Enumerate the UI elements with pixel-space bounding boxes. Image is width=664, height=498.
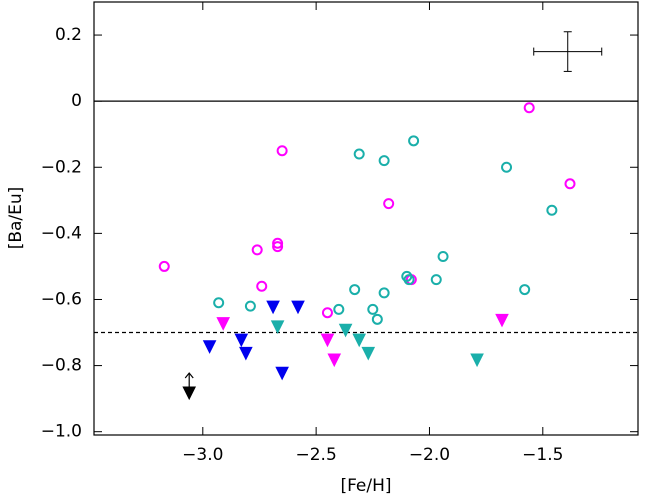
point bbox=[320, 333, 335, 348]
point bbox=[291, 300, 305, 315]
limit-arrow-head bbox=[184, 372, 194, 379]
point bbox=[270, 320, 285, 335]
point bbox=[367, 303, 379, 315]
point bbox=[564, 178, 576, 190]
point bbox=[251, 244, 263, 256]
y-tick-label: −0.4 bbox=[41, 223, 82, 243]
x-axis-label: [Fe/H] bbox=[340, 476, 391, 496]
plot-frame bbox=[93, 1, 639, 436]
point bbox=[519, 284, 531, 296]
point bbox=[408, 135, 420, 147]
y-tick-label: 0.2 bbox=[55, 25, 82, 45]
point bbox=[523, 102, 535, 114]
point bbox=[501, 161, 513, 173]
point bbox=[403, 274, 415, 286]
point bbox=[276, 145, 288, 157]
point bbox=[495, 313, 509, 328]
x-tick-label: −1.5 bbox=[522, 445, 563, 465]
point bbox=[338, 323, 353, 338]
point bbox=[371, 313, 383, 325]
x-tick-label: −3.0 bbox=[182, 445, 223, 465]
point bbox=[216, 317, 231, 331]
point bbox=[353, 148, 365, 160]
point bbox=[244, 300, 256, 312]
point bbox=[349, 284, 361, 296]
y-tick-label: −1.0 bbox=[41, 422, 82, 442]
y-axis-label: [Ba/Eu] bbox=[6, 187, 26, 250]
point bbox=[272, 241, 284, 253]
x-tick-label: −2.0 bbox=[409, 445, 450, 465]
point bbox=[430, 274, 442, 286]
x-tick-label: −2.5 bbox=[295, 445, 336, 465]
y-tick-label: −0.8 bbox=[41, 356, 82, 376]
point bbox=[333, 303, 345, 315]
point bbox=[361, 346, 376, 361]
point bbox=[327, 353, 342, 368]
point bbox=[378, 287, 390, 299]
point bbox=[383, 198, 395, 210]
y-tick-label: 0 bbox=[71, 91, 82, 111]
point bbox=[470, 353, 484, 368]
point bbox=[158, 260, 170, 272]
point bbox=[275, 366, 289, 381]
point bbox=[378, 155, 390, 167]
point bbox=[256, 280, 268, 292]
point bbox=[213, 297, 225, 309]
point bbox=[352, 333, 367, 348]
point bbox=[234, 333, 249, 348]
point bbox=[202, 340, 217, 354]
point bbox=[239, 346, 253, 361]
point bbox=[321, 307, 333, 319]
point bbox=[437, 251, 449, 263]
point bbox=[182, 386, 197, 401]
point bbox=[546, 204, 558, 216]
point bbox=[272, 237, 284, 249]
y-tick-label: −0.2 bbox=[41, 157, 82, 177]
y-tick-label: −0.6 bbox=[41, 289, 82, 309]
point bbox=[266, 300, 280, 315]
